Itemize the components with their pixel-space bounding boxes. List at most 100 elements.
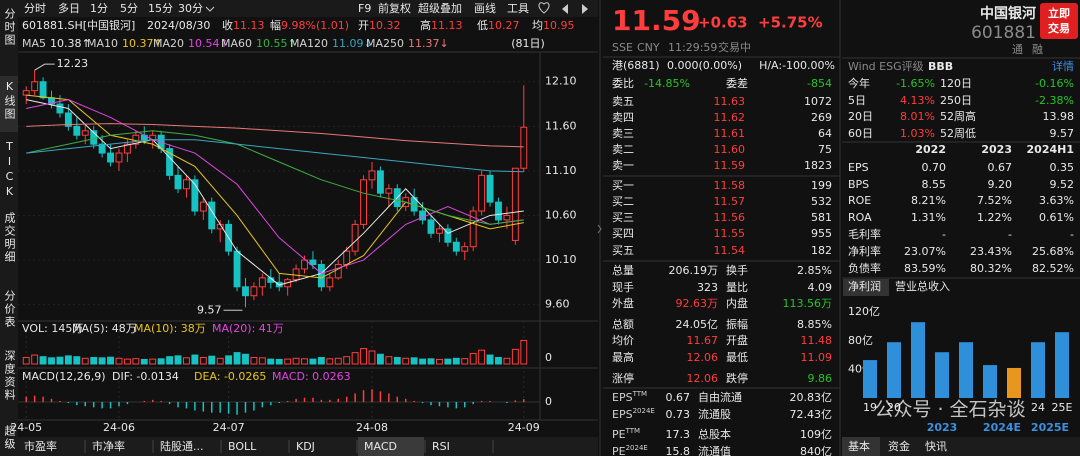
book-label: 卖三 [612, 127, 634, 140]
side-tab[interactable]: K线图 [3, 80, 16, 121]
fin-label: 负债率 [848, 261, 881, 275]
volume-bar [22, 357, 30, 365]
fund-name: PE [612, 445, 626, 456]
volume-bar [511, 348, 519, 365]
volume-bar [486, 354, 494, 365]
side-tab[interactable]: 深度资料 [3, 350, 16, 402]
info-value: 10.27 [488, 19, 520, 32]
high-label: 12.23 [57, 57, 89, 70]
tool-button[interactable]: 前复权 [378, 1, 411, 15]
y-tick-label: 0 [545, 351, 552, 364]
tab-selected [843, 279, 889, 296]
bottom-tab[interactable]: 陆股通... [160, 439, 204, 453]
candle-body [115, 152, 123, 163]
trade-text[interactable]: 立即交易 [1048, 7, 1070, 35]
chart-tab[interactable]: 营业总收入 [895, 279, 950, 293]
bottom-tab[interactable]: MACD [364, 440, 397, 453]
candle-body [73, 125, 81, 136]
ma-name: MA250 [366, 37, 404, 50]
fin-value: 83.59% [904, 262, 946, 275]
period-tab[interactable]: 分时 [24, 2, 46, 15]
y-tick-label: 11.60 [545, 119, 577, 132]
bottom-tab[interactable]: KDJ [296, 440, 315, 453]
tool-button[interactable]: 工具 [507, 2, 529, 15]
stat-label: 内盘 [726, 296, 748, 310]
volume-bar [292, 357, 300, 365]
fund-label: PE2024E [612, 444, 648, 456]
book-volume: 182 [811, 244, 832, 257]
book-price: 11.63 [714, 95, 746, 108]
chart-tab[interactable]: 净利润 [848, 279, 881, 293]
label: 5日 [848, 94, 866, 107]
side-tab[interactable]: 分时图 [3, 8, 16, 47]
volume-bar [267, 358, 275, 365]
ma-value: 11.09↓ [332, 37, 373, 50]
ma-name: MA120 [290, 37, 328, 50]
trade-button-label[interactable]: 立即交易 [1040, 3, 1078, 39]
side-tab[interactable]: 分价表 [3, 290, 16, 329]
fund-sup: 2024E [633, 407, 655, 415]
book-price: 11.56 [714, 211, 746, 224]
info-value: 9.98%(1.01) [281, 19, 349, 32]
y-tick-label: 10.10 [545, 253, 577, 266]
tab-selected [842, 437, 880, 456]
period-tab[interactable]: 5分 [120, 2, 138, 15]
bar [911, 322, 925, 398]
bottom-tab[interactable]: 市净率 [92, 439, 125, 453]
volume-bar [301, 358, 308, 365]
period-tab[interactable]: 15分 [148, 2, 173, 15]
candle-body [90, 130, 98, 145]
ma-value: 11.37↓ [408, 37, 449, 50]
label: 120日 [940, 77, 972, 90]
info-field: 幅9.98%(1.01) [270, 19, 349, 32]
tag: 通 [1012, 43, 1023, 56]
prev-icon[interactable] [562, 4, 568, 14]
fin-value: 23.43% [970, 245, 1012, 258]
bottom-tab[interactable]: BOLL [228, 440, 257, 453]
info-label: 高 [420, 18, 431, 32]
stat-label: 跌停 [726, 371, 748, 385]
esg-label: Wind ESG评级 [848, 60, 924, 73]
fund-label: EPS2024E [612, 407, 655, 421]
bottom-tab[interactable]: 基本 [848, 439, 870, 453]
volume-bar [284, 358, 292, 365]
bar [1007, 367, 1021, 398]
info-value: 11.13 [233, 19, 265, 32]
bottom-tab[interactable]: 资金 [888, 439, 910, 453]
tool-button[interactable]: F9 [358, 2, 371, 15]
dropdown-icon [205, 6, 215, 12]
label: 13.98 [1043, 110, 1075, 123]
fin-value: 1.31% [911, 211, 946, 224]
trade-button[interactable] [1040, 3, 1078, 39]
favorite-icon[interactable] [538, 2, 550, 14]
side-tab[interactable]: 成交明细 [3, 212, 16, 264]
side-tab[interactable]: TICK [3, 140, 16, 200]
period-tab[interactable]: 多日 [58, 1, 80, 15]
details-link[interactable]: 详情 [1052, 59, 1074, 73]
collapse-icon[interactable] [597, 224, 602, 234]
next-icon[interactable] [582, 4, 588, 14]
bottom-tab[interactable]: 快讯 [925, 440, 947, 453]
bottom-tab[interactable]: 市盈率 [24, 439, 57, 453]
volume-bar [199, 357, 207, 365]
bottom-tabs-bg [0, 437, 598, 456]
fund-sup: 2024E [626, 444, 648, 452]
y-tick-label: 12.10 [545, 75, 577, 88]
fund-sup: TTM [625, 427, 640, 435]
fin-label: BPS [848, 178, 869, 191]
book-label: 买一 [612, 179, 634, 192]
fin-label: EPS [848, 161, 869, 174]
period-tab[interactable]: 1分 [90, 2, 108, 15]
stat-value: 4.09 [808, 281, 833, 294]
tool-button[interactable]: 画线 [474, 1, 496, 15]
ma-line [26, 123, 524, 148]
ma-line [26, 139, 524, 173]
period-tab[interactable]: 30分 [178, 2, 203, 15]
fund-value: 0.73 [666, 408, 691, 421]
tool-button[interactable]: 超级叠加 [418, 1, 462, 15]
candle-body [166, 148, 174, 176]
side-tab[interactable]: 超级 [3, 424, 16, 451]
book-label: 买四 [612, 227, 634, 240]
bottom-tab[interactable]: RSI [432, 440, 450, 453]
volume-bar [469, 352, 477, 365]
